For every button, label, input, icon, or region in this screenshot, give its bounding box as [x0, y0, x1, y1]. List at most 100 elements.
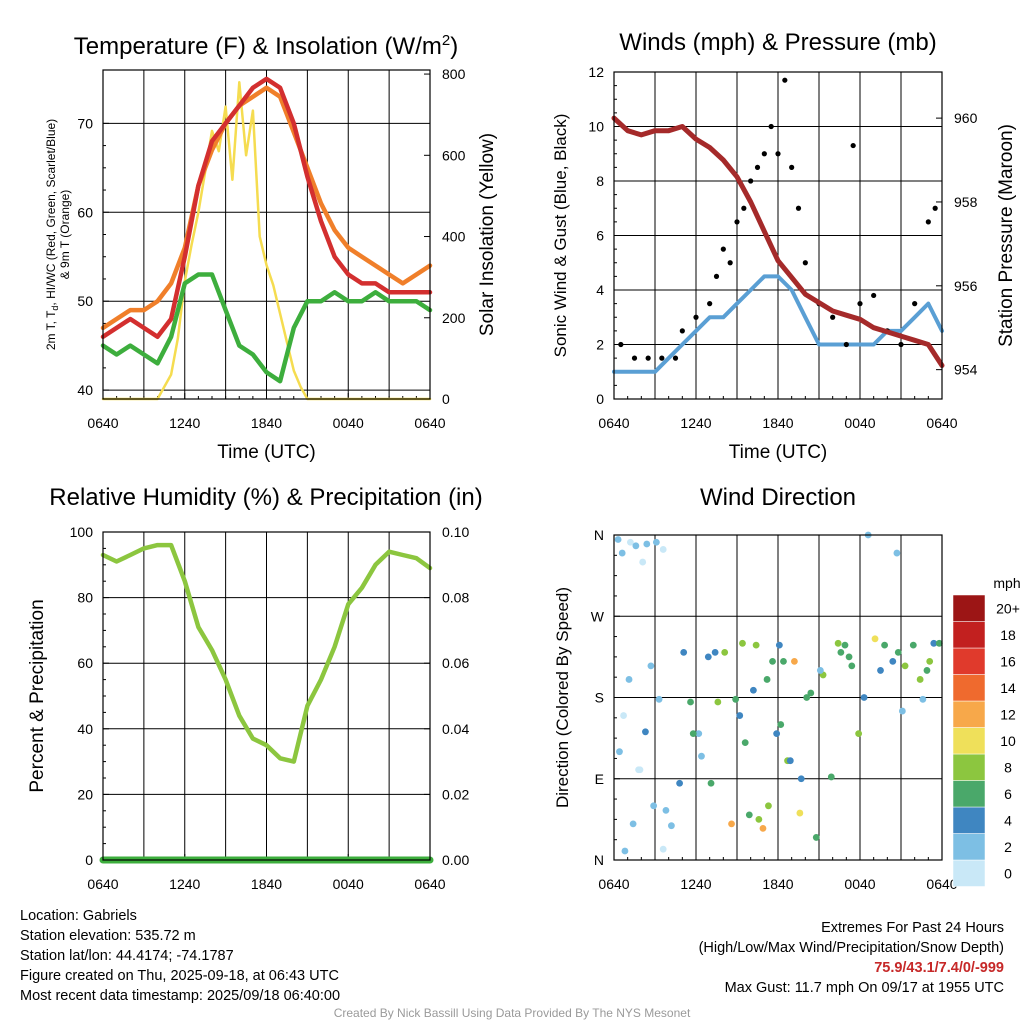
y2tick-label: 400: [442, 229, 466, 245]
gust-point: [850, 142, 856, 149]
direction-point: [775, 641, 783, 649]
ytick-label: N: [594, 852, 604, 868]
y2tick-label: 0: [442, 391, 450, 407]
direction-point: [834, 639, 842, 647]
xtick-label: 1240: [169, 415, 200, 431]
gust-point: [857, 301, 863, 307]
y2tick-label: 958: [954, 194, 978, 210]
direction-point: [647, 662, 655, 670]
gust-point: [795, 205, 802, 211]
ytick-label: 0: [596, 391, 604, 407]
ytick-label: 70: [77, 115, 93, 131]
direction-point: [676, 779, 683, 787]
direction-point: [816, 667, 824, 674]
direction-point: [803, 694, 811, 701]
plot-frame: [102, 69, 431, 400]
direction-point: [668, 822, 675, 830]
direction-point: [930, 639, 938, 647]
direction-point: [707, 779, 715, 787]
xtick-label: 0040: [844, 415, 875, 431]
y2tick-label: 200: [442, 310, 466, 326]
direction-point: [855, 730, 863, 738]
y2-axis-label: Station Pressure (Maroon): [996, 124, 1017, 347]
ytick-label: N: [594, 527, 604, 543]
direction-point: [695, 730, 703, 738]
xtick-label: 0640: [414, 876, 445, 892]
direction-point: [714, 698, 722, 706]
panel-1: Temperature (F) & Insolation (W/m2) 40 50 6…: [44, 32, 498, 463]
y2tick-label: 0.00: [442, 852, 469, 868]
direction-point: [877, 667, 884, 674]
colorbar-swatch: [952, 700, 986, 728]
direction-point: [916, 676, 924, 683]
direction-point: [765, 802, 772, 810]
direction-point: [659, 546, 667, 553]
direction-point: [662, 806, 670, 814]
chart-title: Wind Direction: [700, 484, 856, 511]
colorbar-swatch: [952, 806, 986, 834]
xtick-label: 1840: [762, 876, 793, 892]
colorbar-swatch: [952, 727, 986, 755]
gust-point: [871, 292, 877, 299]
direction-point: [889, 657, 897, 665]
xtick-label: 1840: [251, 415, 282, 431]
colorbar-label: 16: [1000, 653, 1016, 669]
y-label-line2: & 9m T (Orange): [58, 190, 72, 280]
extremes-subtitle: (High/Low/Max Wind/Precipitation/Snow De…: [698, 940, 1004, 956]
figure: Temperature (F) & Insolation (W/m2)40506…: [27, 29, 1021, 892]
direction-point: [935, 639, 943, 647]
colorbar-swatch: [952, 833, 986, 861]
xtick-label: 0640: [926, 415, 957, 431]
y2tick-label: 0.06: [442, 655, 469, 671]
colorbar-label: 18: [1000, 627, 1016, 643]
direction-point: [898, 707, 906, 715]
direction-point: [728, 820, 735, 828]
direction-point: [689, 730, 697, 738]
gust-point: [672, 355, 679, 361]
series-line: [100, 76, 433, 340]
ytick-label: 4: [596, 282, 604, 298]
ytick-label: 50: [77, 293, 93, 309]
series-line: [100, 85, 433, 331]
direction-point: [845, 653, 853, 661]
colorbar-swatch: [952, 753, 986, 781]
gust-point: [645, 355, 651, 361]
gust-point: [748, 178, 754, 184]
x-axis-label: Time (UTC): [729, 442, 828, 463]
colorbar-swatch: [952, 780, 986, 808]
direction-point: [926, 657, 934, 665]
gust-point: [659, 355, 665, 361]
direction-point: [680, 648, 688, 656]
direction-point: [711, 648, 719, 656]
y-label-sub: d: [50, 306, 60, 311]
direction-point: [791, 657, 798, 665]
ytick-label: S: [595, 690, 604, 706]
colorbar-title: mph: [993, 575, 1020, 591]
x-axis-label: Time (UTC): [217, 442, 316, 463]
gust-point: [932, 205, 938, 211]
ytick-label: 10: [588, 119, 604, 135]
gust-point: [734, 219, 740, 225]
ytick-label: 40: [77, 721, 93, 737]
plot-frame: [102, 531, 431, 861]
ytick-label: 0: [85, 852, 93, 868]
direction-point: [741, 739, 749, 747]
created-text: Figure created on Thu, 2025-09-18, at 06…: [20, 968, 339, 984]
colorbar-label: 20+: [996, 600, 1020, 616]
colorbar-label: 2: [1004, 839, 1012, 855]
direction-point: [769, 657, 776, 665]
direction-point: [652, 538, 660, 546]
y-axis-label: Percent & Precipitation: [27, 599, 48, 792]
direction-point: [732, 695, 740, 703]
direction-point: [841, 641, 849, 649]
series-line: [100, 542, 433, 764]
xtick-label: 0640: [598, 415, 629, 431]
panel-3: Relative Humidity (%) & Precipitation (i…: [27, 484, 483, 892]
max-gust-text: Max Gust: 11.7 mph On 09/17 at 1955 UTC: [724, 980, 1004, 996]
ytick-label: 40: [77, 382, 93, 398]
direction-point: [629, 820, 637, 828]
ytick-label: 80: [77, 590, 93, 606]
direction-point: [721, 648, 729, 656]
xtick-label: 0040: [844, 876, 875, 892]
xtick-label: 0040: [333, 876, 364, 892]
